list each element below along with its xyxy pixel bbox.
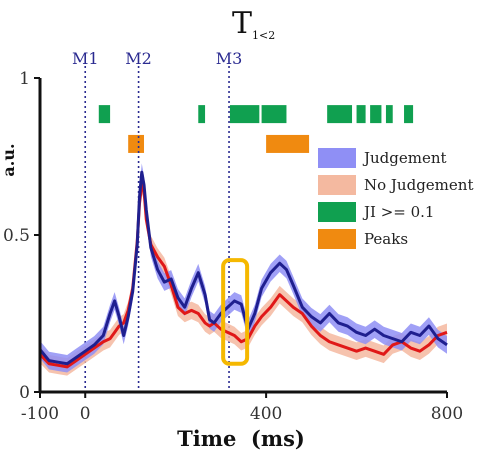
y-axis-label: a.u. (0, 143, 18, 176)
highlight-box (221, 258, 250, 366)
x-tick-label: -100 (21, 404, 59, 424)
legend-swatch (318, 148, 356, 168)
y-tick-label: 0.5 (3, 226, 30, 246)
indicator-ji-bar-3 (261, 105, 287, 124)
indicator-ji-bar-7 (385, 105, 393, 124)
y-tick-label: 1 (19, 69, 30, 89)
indicator-peaks-bar-1 (266, 134, 310, 153)
x-tick-label: 0 (80, 404, 91, 424)
series-line-judgement (38, 170, 448, 366)
marker-label-m1: M1 (72, 49, 99, 68)
legend-label: No Judgement (364, 176, 473, 194)
legend-swatch (318, 229, 356, 249)
indicator-ji-bar-1 (198, 105, 206, 124)
indicator-ji-bar-8 (404, 105, 414, 124)
y-tick-label: 0 (19, 383, 30, 403)
x-tick-label: 400 (250, 404, 282, 424)
legend: Judgement No Judgement JI >= 0.1 Peaks (318, 148, 473, 249)
chart-title: T1<2 (232, 6, 275, 42)
legend-label: Peaks (364, 230, 408, 248)
x-axis-label: Time (ms) (177, 426, 305, 451)
legend-label: JI >= 0.1 (362, 203, 434, 221)
marker-label-m2: M2 (125, 49, 152, 68)
indicator-peaks-bar-0 (128, 134, 145, 153)
legend-label: Judgement (362, 149, 447, 167)
series-band-judgement (40, 163, 447, 373)
chart-title-subscript: 1<2 (252, 29, 275, 42)
marker-label-m3: M3 (216, 49, 243, 68)
x-tick-label: 800 (431, 404, 463, 424)
indicator-ji-bar-5 (356, 105, 366, 124)
indicator-ji-bar-2 (229, 105, 260, 124)
series-line-no-judgement (38, 183, 448, 369)
indicator-ji-bar-0 (98, 105, 111, 124)
indicator-ji-bar-6 (370, 105, 382, 124)
legend-swatch (318, 202, 356, 222)
legend-swatch (318, 175, 356, 195)
chart-title-main: T (232, 6, 252, 41)
indicator-ji-bar-4 (327, 105, 353, 124)
